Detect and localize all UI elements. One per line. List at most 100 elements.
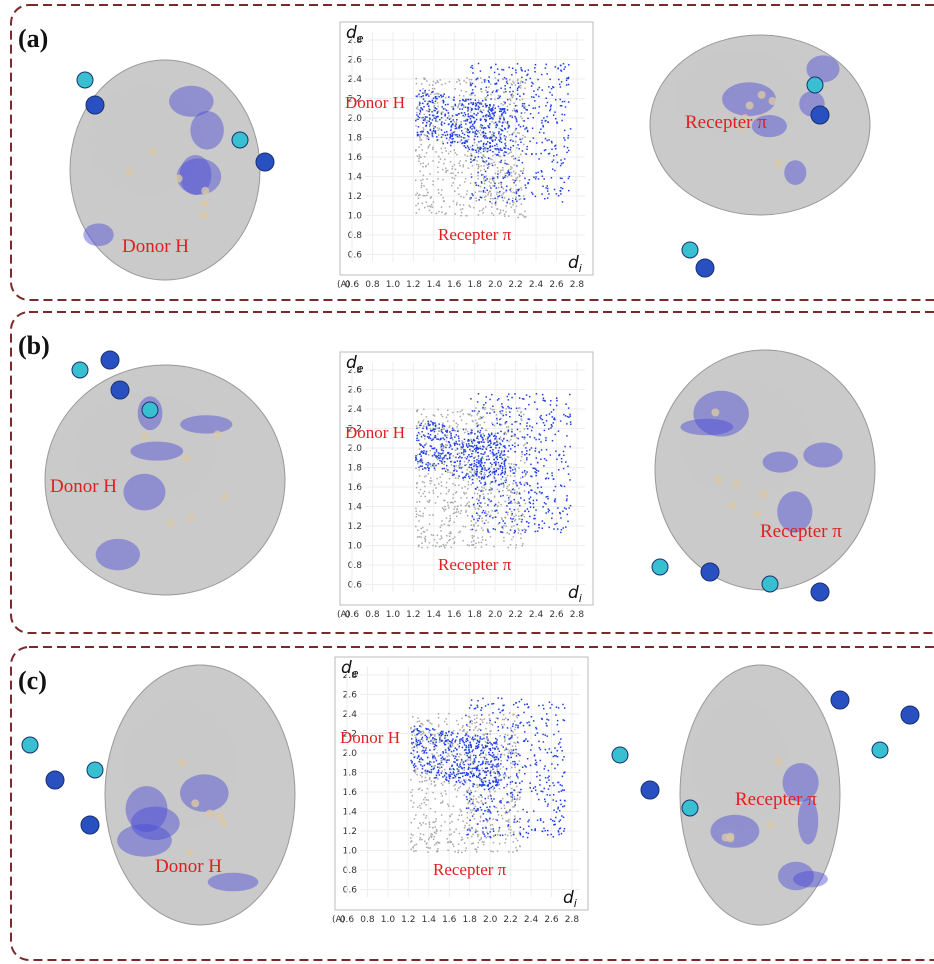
y-tick-label: 2.4: [348, 405, 363, 415]
atom: [831, 691, 849, 709]
x-tick-label: 1.8: [468, 610, 483, 620]
right-molecule-label: Recepter π: [735, 789, 817, 810]
y-axis-subscript: e: [357, 32, 364, 45]
y-tick-label: 0.8: [348, 561, 363, 571]
y-tick-label: 1.8: [343, 769, 358, 779]
y-tick-label: 1.6: [348, 153, 363, 163]
x-tick-label: 2.8: [570, 610, 585, 620]
x-tick-label: 1.4: [427, 610, 442, 620]
x-tick-label: 2.4: [529, 610, 544, 620]
x-tick-label: 0.8: [365, 610, 380, 620]
atom: [807, 77, 823, 93]
x-tick-label: 1.2: [406, 610, 420, 620]
x-tick-label: 1.4: [427, 280, 442, 290]
y-tick-label: 2.4: [343, 710, 358, 720]
y-tick-label: 0.6: [348, 581, 363, 591]
x-tick-label: 2.6: [549, 280, 564, 290]
y-tick-label: 2.6: [348, 56, 363, 66]
y-tick-label: 1.2: [348, 522, 362, 532]
atom: [612, 747, 628, 763]
right-molecule-label: Recepter π: [685, 112, 767, 133]
x-tick-label: 1.2: [406, 280, 420, 290]
unit-label: (A): [332, 915, 345, 925]
x-tick-label: 1.6: [442, 915, 457, 925]
atom: [111, 381, 129, 399]
left-molecule-label: Donor H: [122, 236, 189, 257]
y-tick-label: 1.8: [348, 134, 363, 144]
atom: [232, 132, 248, 148]
atom: [101, 351, 119, 369]
y-tick-label: 1.2: [343, 827, 357, 837]
y-tick-label: 1.6: [348, 483, 363, 493]
atom: [22, 737, 38, 753]
atom: [81, 816, 99, 834]
x-tick-label: 0.8: [365, 280, 380, 290]
atom: [682, 242, 698, 258]
y-tick-label: 2.6: [343, 691, 358, 701]
y-tick-label: 1.0: [343, 847, 358, 857]
atom: [77, 72, 93, 88]
fingerprint-plot: 2.82.62.42.22.01.81.61.41.21.00.80.60.60…: [332, 657, 588, 925]
right-molecule-label: Recepter π: [760, 521, 842, 542]
atom: [87, 762, 103, 778]
x-tick-label: 1.0: [381, 915, 396, 925]
x-tick-label: 1.6: [447, 610, 462, 620]
atom: [46, 771, 64, 789]
fingerprint-plot: 2.82.62.42.22.01.81.61.41.21.00.80.60.60…: [337, 22, 593, 290]
x-tick-label: 2.2: [508, 280, 522, 290]
x-axis-subscript: i: [574, 897, 577, 910]
x-tick-label: 2.6: [549, 610, 564, 620]
x-axis-subscript: i: [579, 262, 582, 275]
hirshfeld-surface: [105, 665, 295, 925]
y-tick-label: 1.4: [348, 503, 363, 513]
atom: [86, 96, 104, 114]
x-tick-label: 2.8: [570, 280, 585, 290]
y-tick-label: 2.0: [343, 749, 358, 759]
acceptor-region-label: Recepter π: [433, 860, 507, 879]
atom: [872, 742, 888, 758]
y-tick-label: 1.6: [343, 788, 358, 798]
y-tick-label: 0.8: [343, 866, 358, 876]
panel-label: (a): [18, 24, 48, 53]
y-axis-subscript: e: [357, 362, 364, 375]
x-tick-label: 0.8: [360, 915, 375, 925]
atom: [901, 706, 919, 724]
atom: [682, 800, 698, 816]
atom: [696, 259, 714, 277]
x-tick-label: 1.8: [468, 280, 483, 290]
atom: [652, 559, 668, 575]
atom: [256, 153, 274, 171]
y-tick-label: 2.4: [348, 75, 363, 85]
x-tick-label: 2.2: [508, 610, 522, 620]
left-molecule-label: Donor H: [50, 476, 117, 497]
atom: [72, 362, 88, 378]
x-tick-label: 1.2: [401, 915, 415, 925]
y-tick-label: 1.0: [348, 212, 363, 222]
atom: [142, 402, 158, 418]
x-tick-label: 2.4: [524, 915, 539, 925]
x-tick-label: 2.0: [488, 280, 503, 290]
fingerprint-plot: 2.82.62.42.22.01.81.61.41.21.00.80.60.60…: [337, 352, 593, 620]
atom: [811, 583, 829, 601]
y-tick-label: 0.8: [348, 231, 363, 241]
x-tick-label: 2.0: [488, 610, 503, 620]
panel: (c)Donor HRecepter π2.82.62.42.22.01.81.…: [11, 647, 934, 960]
figure: (a) Donor H Recepter π 2.8 2.6 2.4 2.2 2.0 1.8 1.…: [0, 0, 934, 964]
x-tick-label: 2.8: [565, 915, 580, 925]
donor-region-label: Donor H: [345, 93, 405, 112]
y-tick-label: 2.6: [348, 386, 363, 396]
x-tick-label: 2.2: [503, 915, 517, 925]
y-tick-label: 0.6: [343, 886, 358, 896]
acceptor-region-label: Recepter π: [438, 555, 512, 574]
x-tick-label: 1.0: [386, 280, 401, 290]
atom: [641, 781, 659, 799]
hirshfeld-surface: [655, 350, 875, 590]
y-tick-label: 1.4: [348, 173, 363, 183]
y-tick-label: 2.0: [348, 114, 363, 124]
x-tick-label: 1.4: [422, 915, 437, 925]
y-tick-label: 1.8: [348, 464, 363, 474]
donor-region-label: Donor H: [340, 728, 400, 747]
panel: (b)Donor HRecepter π2.82.62.42.22.01.81.…: [11, 312, 934, 633]
x-axis-subscript: i: [579, 592, 582, 605]
x-tick-label: 2.4: [529, 280, 544, 290]
